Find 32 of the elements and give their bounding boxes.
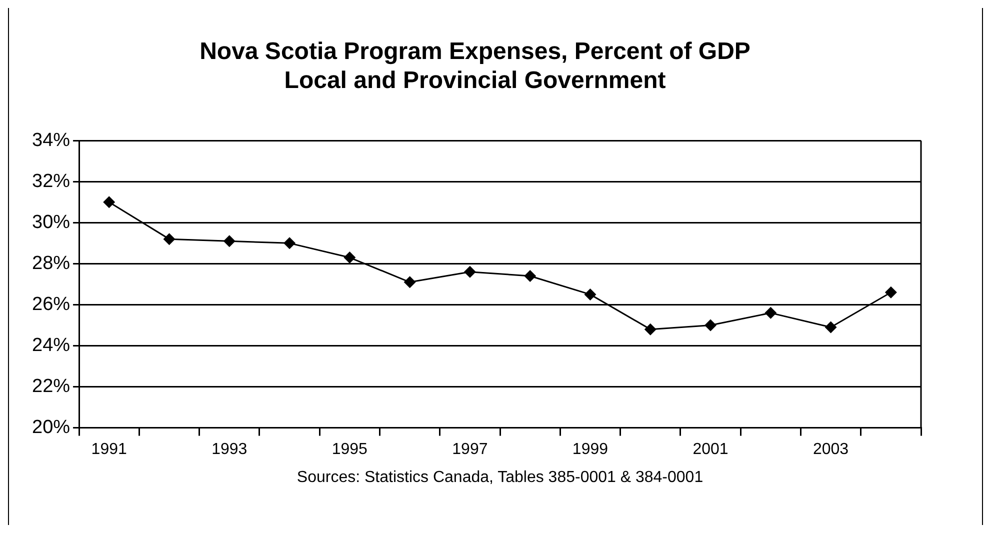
x-tick-label: 2003 bbox=[812, 440, 849, 458]
text: Local and Provincial Government bbox=[284, 66, 666, 94]
point bbox=[344, 252, 356, 264]
text: Nova Scotia Program Expenses, Percent of GDP bbox=[200, 38, 750, 66]
y-tick-label: 22% bbox=[32, 376, 70, 398]
point bbox=[824, 321, 837, 334]
x-tick-label: 1999 bbox=[572, 440, 608, 458]
point bbox=[464, 266, 476, 278]
point bbox=[404, 276, 416, 288]
x-tick-label: 2001 bbox=[692, 440, 728, 458]
point bbox=[223, 235, 236, 248]
source-note: Sources: Statistics Canada, Tables 385-0001 & 384-0001 bbox=[296, 469, 704, 486]
y-tick-label: 30% bbox=[32, 212, 70, 233]
point bbox=[103, 196, 116, 208]
y-tick-label: 28% bbox=[32, 252, 70, 274]
y-tick-label: 34% bbox=[32, 130, 70, 151]
x-tick-label: 1993 bbox=[212, 440, 248, 458]
point bbox=[284, 237, 296, 250]
point bbox=[704, 319, 717, 332]
point bbox=[884, 286, 897, 298]
point bbox=[584, 288, 596, 300]
x-tick-label: 1997 bbox=[452, 440, 488, 458]
y-tick-label: 26% bbox=[32, 294, 70, 315]
y-tick-label: 32% bbox=[32, 170, 70, 192]
point bbox=[644, 323, 656, 336]
point bbox=[163, 233, 176, 246]
y-tick-label: 20% bbox=[32, 417, 70, 438]
x-tick-label: 1991 bbox=[91, 440, 127, 458]
point bbox=[764, 306, 777, 319]
point bbox=[524, 270, 536, 282]
y-tick-label: 24% bbox=[32, 334, 70, 356]
x-tick-label: 1995 bbox=[332, 440, 368, 458]
